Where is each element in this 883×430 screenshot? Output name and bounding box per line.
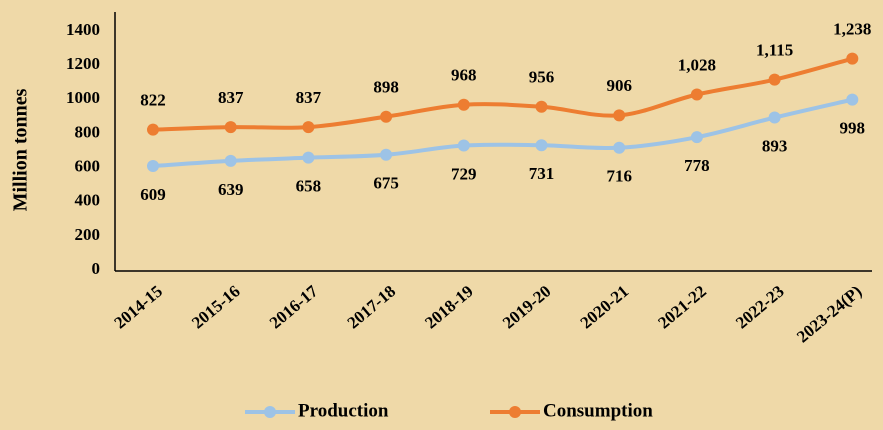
- data-label: 837: [296, 88, 322, 107]
- data-label: 716: [606, 167, 632, 186]
- point: [690, 131, 703, 144]
- point: [846, 52, 859, 65]
- point: [302, 121, 315, 134]
- point: [224, 154, 237, 167]
- data-label: 837: [218, 88, 244, 107]
- data-label: 639: [218, 180, 244, 199]
- point: [768, 111, 781, 124]
- point: [147, 123, 159, 136]
- series-line: [152, 97, 853, 169]
- point: [690, 88, 703, 101]
- point: [380, 148, 393, 161]
- legend-label: Consumption: [543, 400, 653, 421]
- point: [613, 109, 626, 122]
- y-tick-label: 600: [75, 156, 101, 175]
- point: [613, 141, 626, 154]
- point: [224, 121, 237, 134]
- data-label: 998: [840, 119, 866, 138]
- data-label: 1,028: [678, 55, 716, 74]
- point: [457, 139, 470, 152]
- y-tick-label: 0: [92, 259, 101, 278]
- point: [147, 160, 159, 173]
- legend-label: Production: [298, 400, 389, 421]
- data-label: 658: [296, 177, 322, 196]
- data-label: 906: [606, 76, 632, 95]
- point: [535, 139, 548, 152]
- point: [846, 93, 859, 106]
- y-tick-label: 1000: [66, 88, 100, 107]
- point: [302, 151, 315, 164]
- data-label: 1,238: [833, 20, 871, 39]
- data-label: 778: [684, 156, 710, 175]
- legend-marker: [509, 406, 521, 418]
- data-label: 956: [529, 68, 555, 87]
- data-label: 675: [373, 174, 399, 193]
- y-axis-label: Million tonnes: [10, 88, 32, 211]
- data-label: 1,115: [756, 41, 793, 60]
- point: [768, 73, 781, 86]
- y-tick-label: 800: [75, 122, 101, 141]
- data-label: 609: [140, 185, 166, 204]
- data-label: 729: [451, 164, 477, 183]
- point: [535, 100, 548, 113]
- point: [457, 98, 470, 111]
- data-label: 898: [373, 78, 399, 97]
- legend-marker: [264, 406, 276, 418]
- y-tick-label: 200: [75, 225, 101, 244]
- data-label: 968: [451, 66, 477, 85]
- data-label: 731: [529, 164, 555, 183]
- y-tick-label: 1400: [66, 20, 100, 39]
- data-label: 822: [140, 91, 166, 110]
- y-tick-label: 1200: [66, 54, 100, 73]
- data-label: 893: [762, 136, 788, 155]
- y-tick-label: 400: [75, 191, 101, 210]
- series-line: [152, 56, 853, 132]
- point: [380, 110, 393, 123]
